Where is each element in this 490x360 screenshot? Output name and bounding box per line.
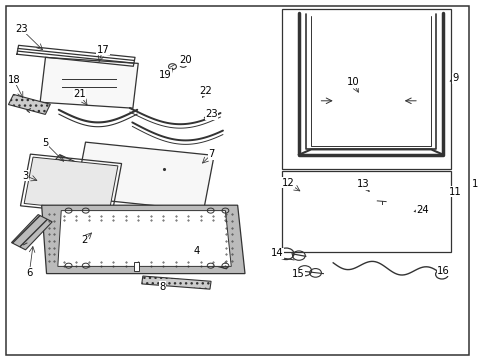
Text: 14: 14	[271, 248, 284, 258]
Polygon shape	[75, 142, 214, 211]
Text: 20: 20	[179, 55, 192, 66]
Polygon shape	[54, 154, 93, 177]
Text: 12: 12	[282, 178, 294, 188]
Polygon shape	[11, 215, 52, 250]
Text: 6: 6	[26, 267, 33, 278]
Bar	[282, 9, 451, 169]
Polygon shape	[324, 192, 418, 243]
Text: 3: 3	[23, 171, 28, 181]
Bar	[134, 262, 139, 271]
Text: 15: 15	[292, 269, 304, 279]
Polygon shape	[142, 276, 211, 289]
Text: 22: 22	[199, 86, 212, 96]
Text: 8: 8	[160, 282, 166, 292]
Text: 9: 9	[452, 73, 459, 84]
Text: 16: 16	[437, 266, 450, 276]
Text: 5: 5	[42, 138, 49, 148]
Text: 1: 1	[472, 179, 479, 189]
Text: 24: 24	[416, 204, 429, 215]
Polygon shape	[24, 157, 118, 212]
Text: 23: 23	[15, 24, 27, 34]
Polygon shape	[40, 57, 138, 108]
Text: 11: 11	[449, 186, 462, 197]
Text: 7: 7	[208, 149, 215, 159]
Text: 4: 4	[194, 246, 200, 256]
Text: 23: 23	[205, 109, 218, 120]
Text: 13: 13	[357, 179, 370, 189]
Polygon shape	[8, 94, 50, 114]
Text: 18: 18	[7, 75, 20, 85]
Polygon shape	[172, 246, 230, 269]
Bar	[282, 171, 451, 252]
Text: 21: 21	[73, 89, 86, 99]
Text: 19: 19	[159, 70, 172, 80]
Text: 2: 2	[81, 235, 88, 245]
Polygon shape	[58, 211, 231, 266]
Polygon shape	[42, 205, 245, 274]
Polygon shape	[362, 192, 400, 205]
Text: 17: 17	[97, 45, 109, 55]
Polygon shape	[294, 186, 353, 206]
Text: 10: 10	[346, 77, 359, 87]
